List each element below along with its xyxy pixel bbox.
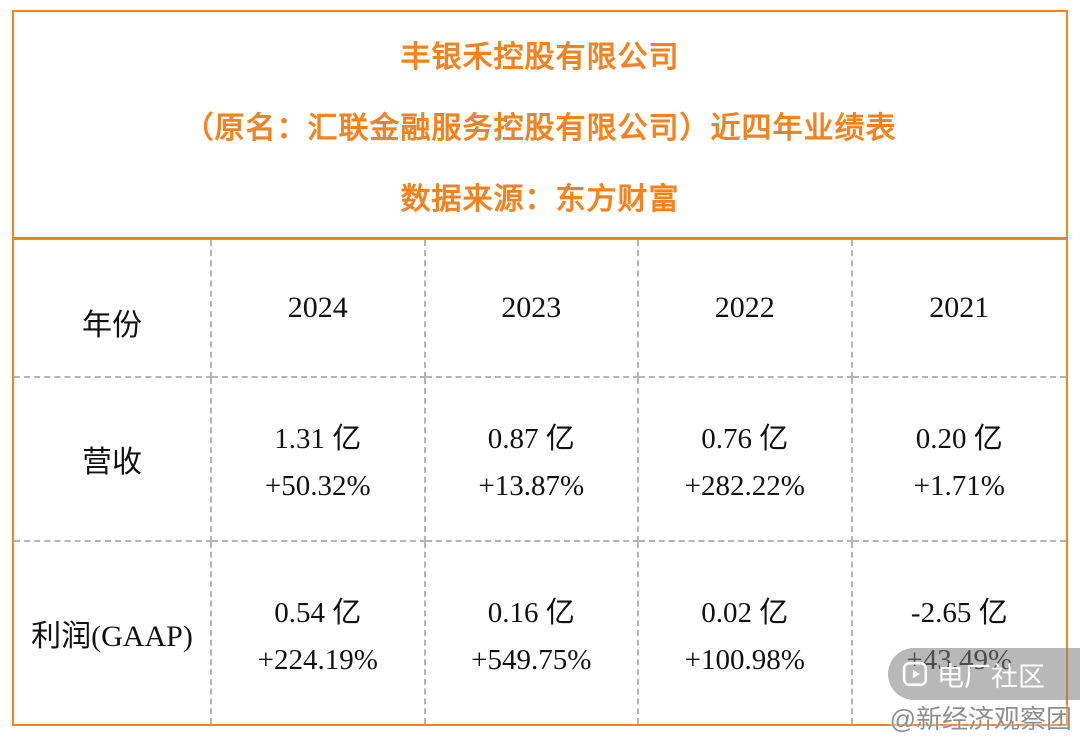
card-border: 丰银禾控股有限公司 （原名：汇联金融服务控股有限公司）近四年业绩表 数据来源：东… [12,10,1068,726]
col-header-2022: 2022 [639,240,853,378]
table-subtitle: （原名：汇联金融服务控股有限公司）近四年业绩表 [183,111,897,145]
profit-2023-value: 0.16 亿 [487,597,575,629]
revenue-2023-change: +13.87% [478,470,585,502]
col-header-2023: 2023 [425,240,639,378]
row-label-revenue: 营收 [14,378,212,542]
community-watermark-badge: 电厂社区 [888,648,1080,700]
col-header-year-label: 年份 [82,309,142,342]
credit-watermark: @新经济观察团 [889,704,1072,734]
col-header-year: 年份 [14,240,212,378]
cell-profit-2023: 0.16 亿 +549.75% [426,542,639,724]
row-label-revenue-text: 营收 [82,446,142,479]
cell-revenue-2023: 0.87 亿 +13.87% [425,378,639,542]
cell-revenue-2024: 1.31 亿 +50.32% [212,378,426,542]
cell-revenue-2021: 0.20 亿 +1.71% [852,378,1066,542]
data-source: 数据来源：东方财富 [400,182,680,216]
col-header-2024: 2024 [212,240,426,378]
cell-profit-2024: 0.54 亿 +224.19% [212,542,426,724]
revenue-2023-value: 0.87 亿 [487,423,575,455]
profit-2023-change: +549.75% [471,644,592,676]
profit-2024-change: +224.19% [257,644,378,676]
profit-2024-value: 0.54 亿 [274,597,362,629]
profit-2022-change: +100.98% [684,644,805,676]
cell-profit-2022: 0.02 亿 +100.98% [639,542,853,724]
company-name: 丰银禾控股有限公司 [400,40,680,74]
revenue-2024-change: +50.32% [264,470,371,502]
revenue-2024-value: 1.31 亿 [274,423,362,455]
row-label-profit-text: 利润(GAAP) [31,620,193,653]
col-header-2021: 2021 [852,240,1066,378]
row-label-profit: 利润(GAAP) [14,542,212,724]
revenue-2021-value: 0.20 亿 [915,423,1003,455]
table-title-block: 丰银禾控股有限公司 （原名：汇联金融服务控股有限公司）近四年业绩表 数据来源：东… [14,12,1066,240]
revenue-2021-change: +1.71% [913,470,1005,502]
revenue-2022-value: 0.76 亿 [701,423,789,455]
community-icon [902,661,928,687]
profit-2022-value: 0.02 亿 [701,597,789,629]
community-watermark-label: 电厂社区 [937,661,1045,692]
profit-2021-value: -2.65 亿 [910,597,1008,629]
cell-revenue-2022: 0.76 亿 +282.22% [639,378,853,542]
revenue-2022-change: +282.22% [684,470,805,502]
